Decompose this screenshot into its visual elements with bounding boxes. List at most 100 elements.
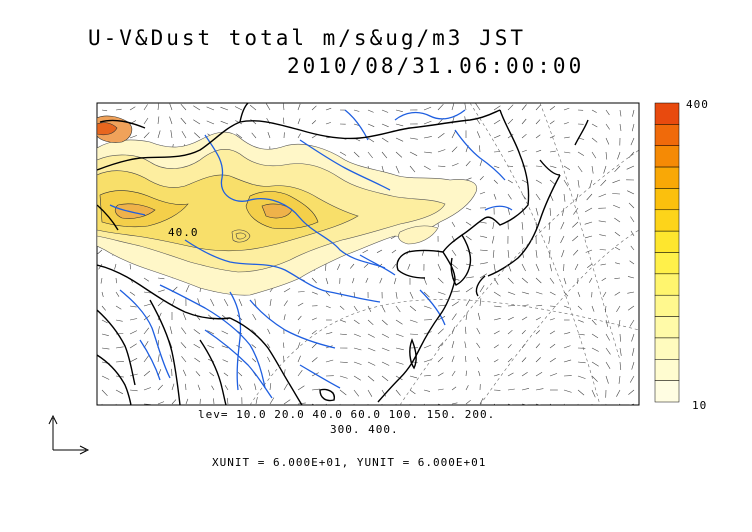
- dust-contour-40: [97, 170, 359, 252]
- wind-vector: [479, 221, 487, 224]
- wind-vector: [479, 298, 482, 307]
- wind-vector: [521, 235, 523, 244]
- wind-vector: [423, 389, 431, 392]
- colorbar-swatch: [654, 359, 680, 381]
- dust-concentration-shading: [97, 115, 478, 296]
- wind-vector: [395, 347, 404, 351]
- wind-vector: [297, 291, 305, 293]
- wind-vector: [521, 221, 524, 230]
- wind-vector: [157, 277, 165, 280]
- wind-vector: [577, 389, 585, 396]
- wind-vector: [353, 291, 356, 298]
- wind-vector: [437, 149, 446, 153]
- wind-vector: [563, 332, 571, 335]
- wind-vector: [325, 263, 327, 271]
- wind-vector: [507, 403, 513, 405]
- wind-vector: [628, 202, 635, 209]
- wind-vector: [185, 398, 189, 405]
- wind-vector: [535, 372, 543, 377]
- wind-vector: [395, 165, 400, 174]
- wind-vector: [632, 109, 635, 117]
- wind-vector: [353, 319, 360, 325]
- wind-vector: [451, 313, 457, 321]
- wind-vector: [626, 165, 635, 170]
- wind-vector: [479, 145, 481, 153]
- wind-vector: [507, 150, 514, 153]
- wind-vector: [311, 291, 318, 295]
- wind-vector: [535, 165, 543, 167]
- wind-vector: [182, 312, 187, 321]
- map-title-line2-datetime: 2010/08/31.06:00:00: [287, 54, 585, 78]
- wind-vector: [437, 277, 444, 284]
- wind-vector: [629, 319, 635, 327]
- wind-vector: [615, 262, 621, 265]
- wind-vector: [339, 319, 347, 323]
- wind-vector: [577, 179, 580, 188]
- wind-vector: [619, 361, 622, 371]
- wind-vector: [180, 117, 187, 125]
- wind-vector: [223, 298, 229, 307]
- wind-vector: [297, 342, 301, 349]
- wind-vector: [479, 262, 488, 265]
- wind-vector: [464, 103, 467, 111]
- wind-vector: [381, 389, 387, 397]
- wind-vector: [181, 327, 187, 335]
- wind-vector: [101, 389, 108, 397]
- wind-vector: [409, 389, 416, 395]
- wind-vector: [437, 304, 446, 307]
- wind-vector: [395, 305, 401, 313]
- wind-vector: [521, 179, 528, 184]
- wind-vector: [451, 103, 455, 111]
- wind-vector: [521, 133, 527, 139]
- wind-vector: [507, 291, 516, 295]
- wind-vector: [561, 249, 565, 258]
- wind-vector: [157, 289, 165, 293]
- wind-vector: [577, 291, 581, 298]
- wind-vector: [451, 249, 457, 256]
- wind-vector: [598, 193, 607, 198]
- wind-vector: [521, 304, 529, 307]
- wind-vector: [507, 104, 514, 111]
- wind-vector: [283, 300, 288, 307]
- wind-vector: [599, 234, 607, 237]
- wind-vector: [614, 246, 621, 251]
- wind-vector: [584, 235, 593, 239]
- wind-vector: [283, 399, 291, 405]
- wind-vector: [535, 343, 541, 349]
- wind-vector: [143, 291, 151, 294]
- wind-vector: [628, 403, 635, 405]
- wind-vector: [423, 291, 430, 298]
- wind-vector: [423, 403, 426, 405]
- wind-vector: [591, 347, 599, 352]
- wind-vector: [297, 315, 302, 321]
- wind-vector: [283, 383, 288, 391]
- wind-vector: [254, 383, 257, 391]
- wind-vector: [630, 230, 635, 237]
- wind-vector: [521, 263, 526, 272]
- wind-vector: [614, 217, 621, 223]
- wind-vector: [535, 330, 541, 335]
- wind-vector: [409, 165, 416, 173]
- wind-vector: [476, 342, 481, 349]
- wind-vector: [618, 319, 621, 328]
- wind-vector: [535, 193, 541, 201]
- wind-vector: [238, 298, 243, 307]
- wind-vector: [591, 123, 598, 128]
- wind-vector: [353, 389, 360, 397]
- wind-vector: [627, 305, 635, 311]
- colorbar: [654, 102, 680, 403]
- wind-vector: [115, 291, 120, 297]
- wind-vector: [409, 333, 419, 335]
- wind-vector: [395, 151, 403, 158]
- wind-vector: [423, 305, 432, 309]
- wind-vector: [507, 165, 514, 167]
- wind-vector: [97, 249, 103, 255]
- wind-vector: [169, 103, 173, 111]
- wind-vector: [437, 165, 446, 167]
- wind-vector: [325, 107, 332, 111]
- wind-vector: [479, 249, 488, 251]
- wind-vector: [451, 146, 458, 153]
- wind-vector: [409, 305, 417, 312]
- wind-vector: [451, 341, 455, 349]
- wind-vector: [353, 151, 360, 158]
